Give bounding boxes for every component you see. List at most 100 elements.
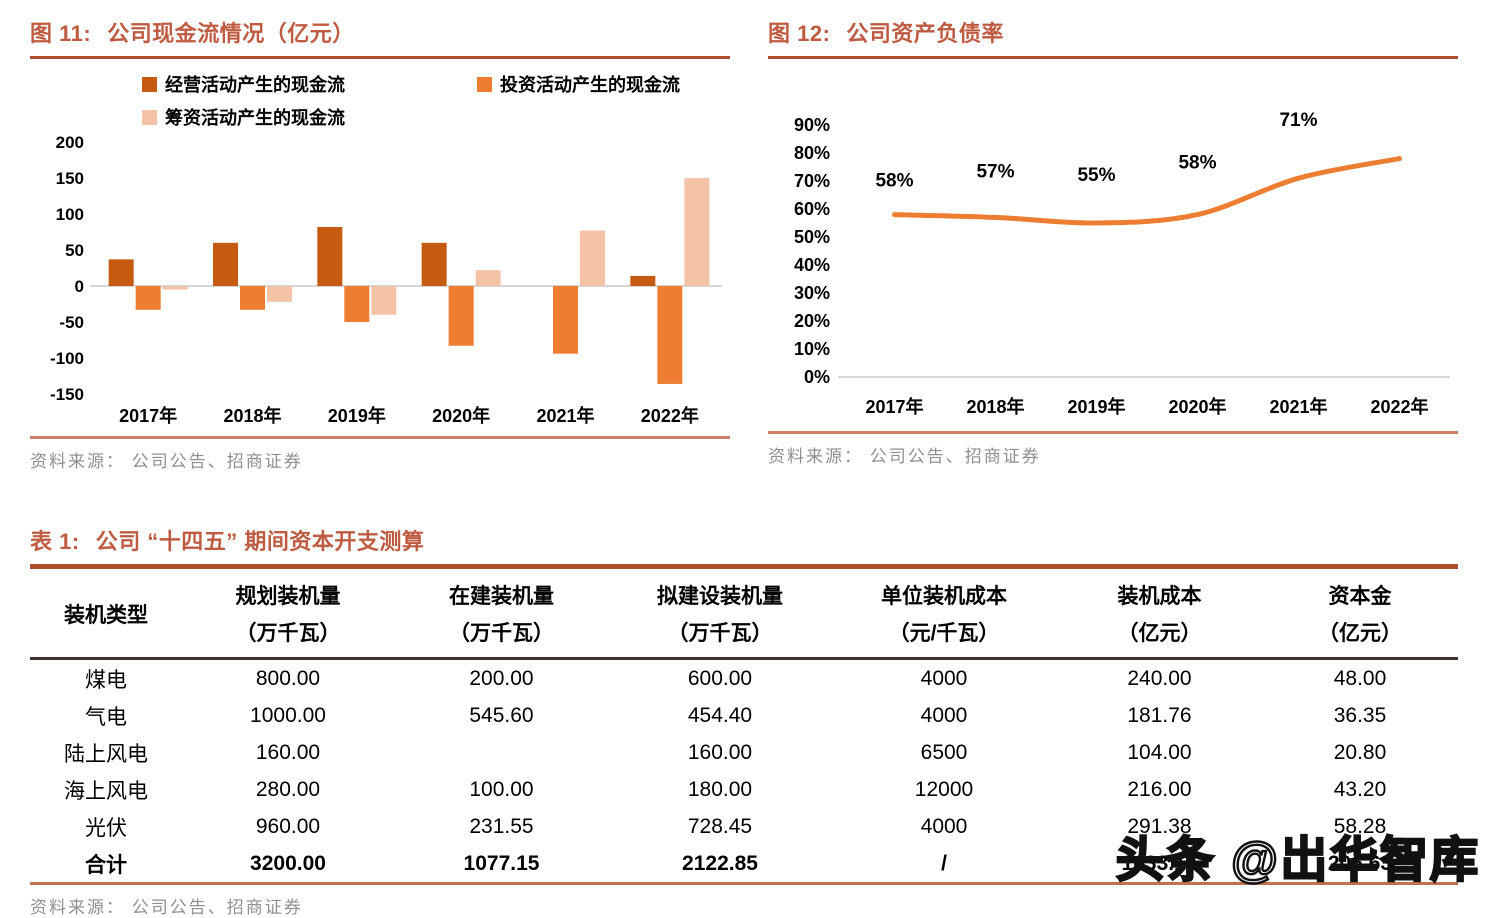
- svg-text:90%: 90%: [794, 115, 830, 135]
- header-text: 在建装机量: [449, 585, 554, 608]
- svg-text:2021年: 2021年: [1269, 396, 1327, 417]
- table-cell: 12000: [914, 777, 974, 801]
- header-text: 装机类型: [64, 603, 148, 627]
- col-header-capital: 资本金 （亿元）: [1262, 571, 1458, 660]
- svg-text:-150: -150: [50, 385, 84, 404]
- figure-11-source-rule: [30, 436, 730, 439]
- table-1-source: 资料来源： 公司公告、招商证券: [30, 898, 303, 917]
- svg-text:30%: 30%: [794, 283, 830, 303]
- bar-经营活动产生的现金流-2019年: [317, 226, 343, 286]
- bar-筹资活动产生的现金流-2017年: [162, 286, 188, 290]
- table-cell: [394, 734, 609, 771]
- col-header-planned: 规划装机量 （万千瓦）: [182, 571, 394, 660]
- bar-投资活动产生的现金流-2017年: [135, 286, 161, 310]
- figure-11-cashflow: 图 11: 公司现金流情况（亿元） 经营活动产生的现金流 投资活动产生的现金流 …: [30, 14, 730, 472]
- figure-11-source: 资料来源： 公司公告、招商证券: [30, 452, 303, 471]
- table-cell: 陆上风电: [64, 742, 148, 766]
- header-unit: （万千瓦）: [449, 622, 554, 645]
- svg-text:2022年: 2022年: [641, 405, 699, 426]
- svg-text:150: 150: [56, 169, 84, 188]
- table-cell: 454.40: [687, 703, 753, 727]
- svg-text:2020年: 2020年: [432, 405, 490, 426]
- bar-经营活动产生的现金流-2018年: [213, 242, 238, 286]
- table-cell: 280.00: [255, 777, 321, 801]
- debt-ratio-line-chart: 90%80%70%60%50%40%30%20%10%0%58% 57% 55%58…: [794, 111, 1450, 417]
- header-text: 资本金: [1328, 585, 1392, 608]
- col-header-install-cost: 装机成本 （亿元）: [1057, 571, 1262, 660]
- figure-12-label: 图 12:: [768, 21, 831, 46]
- svg-text:2017年: 2017年: [865, 396, 923, 417]
- legend-label-financing: 筹资活动产生的现金流: [165, 108, 345, 128]
- y-axis: 90% 80% 70% 60% 50% 40% 30% 20% 10% 0%: [794, 115, 830, 387]
- figure-12-title-rule: [768, 56, 1458, 59]
- figure-11-title: 图 11: 公司现金流情况（亿元）: [30, 14, 730, 48]
- svg-text:2019年: 2019年: [328, 405, 386, 426]
- legend-item-financing: 筹资活动产生的现金流: [142, 104, 477, 130]
- bars: [108, 178, 710, 384]
- table-cell: 231.55: [469, 814, 534, 838]
- svg-text:80%: 80%: [794, 143, 830, 163]
- watermark: 头条 @岀华智库: [1115, 833, 1480, 888]
- table-1-label: 表 1:: [30, 529, 80, 554]
- figure-12-source: 资料来源： 公司公告、招商证券: [768, 447, 1041, 466]
- table-cell: 48.00: [1333, 666, 1387, 690]
- bar-筹资活动产生的现金流-2018年: [267, 286, 292, 302]
- bar-经营活动产生的现金流-2022年: [630, 275, 656, 286]
- table-cell: 4000: [920, 703, 968, 727]
- figure-11-title-text: 公司现金流情况（亿元）: [107, 21, 355, 46]
- col-header-under-construction: 在建装机量 （万千瓦）: [394, 571, 609, 660]
- figure-12-title: 图 12: 公司资产负债率: [768, 14, 1458, 48]
- table-row: 煤电 800.00 200.00 600.00 4000 240.00 48.00: [30, 659, 1458, 698]
- table-cell: /: [941, 851, 947, 875]
- svg-text:71%: 71%: [1279, 111, 1317, 131]
- table-1-capex: 表 1: 公司 “十四五” 期间资本开支测算 装机类型 规划装机量 （万千瓦）: [30, 522, 1458, 918]
- header-text: 装机成本: [1117, 585, 1202, 608]
- financing-swatch: [142, 109, 157, 125]
- header-unit: （万千瓦）: [235, 622, 341, 645]
- table-row: 合计 3200.00 1077.15 2122.85 / 1033.14 206.63: [30, 845, 1458, 884]
- table-1-title-text: 公司 “十四五” 期间资本开支测算: [95, 529, 425, 554]
- capex-table-body: 煤电 800.00 200.00 600.00 4000 240.00 48.00 气电 100…: [30, 659, 1458, 884]
- table-cell: 20.80: [1333, 740, 1387, 764]
- figure-12-debt-ratio: 图 12: 公司资产负债率 90% 80% 70% 60% 50% 40% 30% 20% 10…: [768, 14, 1458, 472]
- svg-text:78%: 78%: [1380, 111, 1418, 114]
- charts-row: 图 11: 公司现金流情况（亿元） 经营活动产生的现金流 投资活动产生的现金流 …: [30, 14, 1458, 472]
- header-text: 拟建设装机量: [657, 585, 783, 608]
- svg-text:58%: 58%: [875, 171, 913, 192]
- bar-投资活动产生的现金流-2022年: [657, 286, 683, 384]
- table-cell: 3200.00: [250, 851, 326, 875]
- svg-text:20%: 20%: [794, 311, 830, 331]
- table-cell: 291.38: [1127, 814, 1192, 838]
- svg-text:40%: 40%: [794, 255, 830, 275]
- svg-text:50: 50: [65, 241, 84, 260]
- table-cell: 海上风电: [64, 779, 148, 803]
- header-row: 装机类型 规划装机量 （万千瓦） 在建装机量 （万千瓦） 拟建设装机量 （万千瓦…: [30, 571, 1458, 660]
- legend-label-operating: 经营活动产生的现金流: [165, 75, 345, 95]
- bar-经营活动产生的现金流-2020年: [421, 242, 447, 286]
- bar-筹资活动产生的现金流-2019年: [371, 286, 397, 315]
- svg-text:60%: 60%: [794, 199, 830, 219]
- svg-text:-50: -50: [59, 313, 84, 332]
- svg-text:200: 200: [56, 133, 84, 152]
- table-cell: 181.76: [1127, 703, 1192, 727]
- bar-经营活动产生的现金流-2017年: [108, 259, 134, 286]
- bar-投资活动产生的现金流-2019年: [344, 286, 370, 322]
- legend-item-operating: 经营活动产生的现金流: [142, 71, 477, 97]
- table-cell: 合计: [85, 853, 127, 877]
- bar-筹资活动产生的现金流-2020年: [475, 270, 501, 286]
- table-row: 气电 1000.00 545.60 454.40 4000 181.76 36.35: [30, 697, 1458, 734]
- svg-text:2020年: 2020年: [1168, 396, 1226, 417]
- table-cell: 1033.14: [1121, 851, 1198, 875]
- table-cell: 800.00: [255, 666, 321, 690]
- x-axis: 2017年 2018年 2019年 2020年 2021年 2022年: [119, 405, 699, 426]
- svg-text:50%: 50%: [794, 227, 830, 247]
- svg-text:2022年: 2022年: [1370, 396, 1428, 417]
- svg-text:-100: -100: [50, 349, 84, 368]
- y-axis: 200 150 100 50 0 -50 -100 -150: [50, 133, 84, 404]
- table-cell: 545.60: [469, 703, 534, 727]
- header-unit: （万千瓦）: [667, 622, 773, 645]
- table-cell: 960.00: [255, 814, 321, 838]
- table-cell: 36.35: [1333, 703, 1387, 727]
- col-header-proposed: 拟建设装机量 （万千瓦）: [609, 571, 831, 660]
